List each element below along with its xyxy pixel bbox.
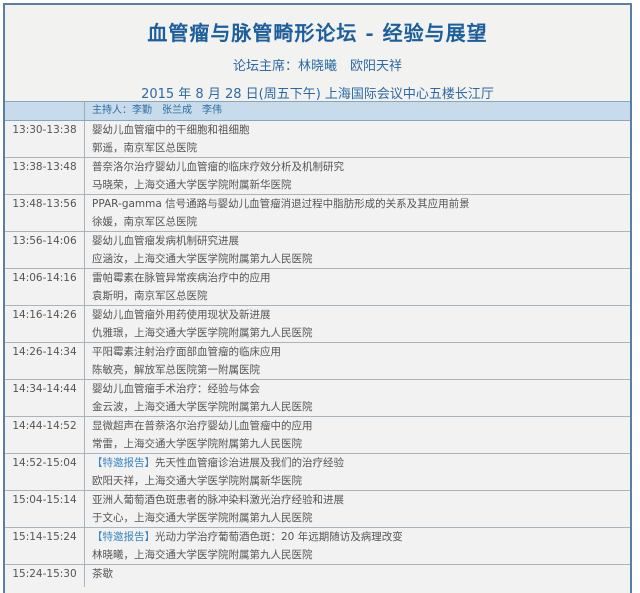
session-speaker: 林晓曦，上海交通大学医学院附属第九人民医院 xyxy=(92,549,313,561)
session-content: 婴幼儿血管瘤发病机制研究进展应涵汝，上海交通大学医学院附属第九人民医院 xyxy=(85,232,313,268)
session-row: 15:14-15:24 【特邀报告】光动力学治疗葡萄酒色斑：20 年远期随访及病理… xyxy=(5,528,630,565)
session-time: 14:34-14:44 xyxy=(5,380,85,416)
session-row: 13:30-13:38 婴幼儿血管瘤中的干细胞和祖细胞 郭遥，南京军区总医院 xyxy=(5,121,630,158)
session-content: 平阳霉素注射治疗面部血管瘤的临床应用 陈敏亮，解放军总医院第一附属医院 xyxy=(85,343,281,379)
session-title: 婴幼儿血管瘤中的干细胞和祖细胞 xyxy=(92,124,250,136)
session-title: 茶歇 xyxy=(92,568,113,580)
session-time: 15:24-15:30 xyxy=(5,565,85,587)
session-content: 茶歇 xyxy=(85,565,113,587)
session-content: 普奈洛尔治疗婴幼儿血管瘤的临床疗效分析及机制研究 马晓荣，上海交通大学医学院附属新… xyxy=(85,158,344,194)
session-row: 13:38-13:48 普奈洛尔治疗婴幼儿血管瘤的临床疗效分析及机制研究 马晓荣，上… xyxy=(5,158,630,195)
session-row: 13:48-13:56 PPAR-gamma 信号通路与婴幼儿血管瘤消退过程中脂肪… xyxy=(5,195,630,232)
session-row: 14:06-14:16 雷帕霉素在脉管异常疾病治疗中的应用 袁斯明，南京军区总医院 xyxy=(5,269,630,306)
session-time: 14:26-14:34 xyxy=(5,343,85,379)
session-speaker: 郭遥，南京军区总医院 xyxy=(92,142,197,154)
session-speaker: 欧阳天祥，上海交通大学医学院附属新华医院 xyxy=(92,475,302,487)
session-time: 15:14-15:24 xyxy=(5,528,85,564)
session-time: 15:04-15:14 xyxy=(5,491,85,527)
session-list: 13:30-13:38 婴幼儿血管瘤中的干细胞和祖细胞 郭遥，南京军区总医院 13:3… xyxy=(5,121,630,587)
session-title: 雷帕霉素在脉管异常疾病治疗中的应用 xyxy=(92,272,271,284)
session-content: 【特邀报告】光动力学治疗葡萄酒色斑：20 年远期随访及病理改变林晓曦，上海交通大… xyxy=(85,528,403,564)
invited-talk-tag: 【特邀报告】 xyxy=(92,531,155,543)
invited-talk-tag: 【特邀报告】 xyxy=(92,457,155,469)
session-content: 婴幼儿血管瘤外用药使用现状及新进展仇雅璟，上海交通大学医学院附属第九人民医院 xyxy=(85,306,313,342)
session-content: 婴幼儿血管瘤中的干细胞和祖细胞 郭遥，南京军区总医院 xyxy=(85,121,250,157)
session-title: 婴幼儿血管瘤发病机制研究进展 xyxy=(92,235,239,247)
session-time: 13:48-13:56 xyxy=(5,195,85,231)
session-content: 显微超声在普萘洛尔治疗婴幼儿血管瘤中的应用 常雷，上海交通大学医学院附属第九人民医… xyxy=(85,417,313,453)
session-time: 14:44-14:52 xyxy=(5,417,85,453)
session-speaker: 仇雅璟，上海交通大学医学院附属第九人民医院 xyxy=(92,327,313,339)
session-row: 14:44-14:52 显微超声在普萘洛尔治疗婴幼儿血管瘤中的应用 常雷，上海交通大… xyxy=(5,417,630,454)
session-content: 婴幼儿血管瘤手术治疗：经验与体会金云波，上海交通大学医学院附属第九人民医院 xyxy=(85,380,313,416)
session-time: 13:56-14:06 xyxy=(5,232,85,268)
program-table: 血管瘤与脉管畸形论坛 - 经验与展望 论坛主席：林晓曦 欧阳天祥 2015 年 … xyxy=(3,3,632,593)
session-content: 雷帕霉素在脉管异常疾病治疗中的应用 袁斯明，南京军区总医院 xyxy=(85,269,271,305)
session-speaker: 袁斯明，南京军区总医院 xyxy=(92,290,208,302)
session-title: 先天性血管瘤诊治进展及我们的治疗经验 xyxy=(155,457,344,469)
session-row: 13:56-14:06 婴幼儿血管瘤发病机制研究进展 应涵汝，上海交通大学医学院附属… xyxy=(5,232,630,269)
session-time: 14:16-14:26 xyxy=(5,306,85,342)
session-content: PPAR-gamma 信号通路与婴幼儿血管瘤消退过程中脂肪形成的关系及其应用前景… xyxy=(85,195,470,231)
session-time: 13:30-13:38 xyxy=(5,121,85,157)
session-speaker: 徐媛，南京军区总医院 xyxy=(92,216,197,228)
session-title: 光动力学治疗葡萄酒色斑：20 年远期随访及病理改变 xyxy=(155,531,403,543)
session-row: 14:16-14:26 婴幼儿血管瘤外用药使用现状及新进展 仇雅璟，上海交通大学医学… xyxy=(5,306,630,343)
moderators: 主持人：李勤 张兰成 李伟 xyxy=(92,105,222,116)
moderator-row: 主持人：李勤 张兰成 李伟 xyxy=(5,101,630,121)
session-content: 亚洲人葡萄酒色斑患者的脉冲染料激光治疗经验和进展 于文心，上海交通大学医学院附属第… xyxy=(85,491,344,527)
session-title: 平阳霉素注射治疗面部血管瘤的临床应用 xyxy=(92,346,281,358)
session-time: 14:06-14:16 xyxy=(5,269,85,305)
session-title: 婴幼儿血管瘤外用药使用现状及新进展 xyxy=(92,309,271,321)
forum-chairs: 论坛主席：林晓曦 欧阳天祥 xyxy=(232,59,402,74)
session-speaker: 陈敏亮，解放军总医院第一附属医院 xyxy=(92,364,260,376)
session-title: 婴幼儿血管瘤手术治疗：经验与体会 xyxy=(92,383,260,395)
session-title: PPAR-gamma 信号通路与婴幼儿血管瘤消退过程中脂肪形成的关系及其应用前景 xyxy=(92,198,470,210)
session-row: 14:34-14:44 婴幼儿血管瘤手术治疗：经验与体会 金云波，上海交通大学医学院… xyxy=(5,380,630,417)
session-title: 普奈洛尔治疗婴幼儿血管瘤的临床疗效分析及机制研究 xyxy=(92,161,344,173)
session-row: 15:04-15:14 亚洲人葡萄酒色斑患者的脉冲染料激光治疗经验和进展 于文心，上… xyxy=(5,491,630,528)
session-speaker: 应涵汝，上海交通大学医学院附属第九人民医院 xyxy=(92,253,313,265)
session-title: 亚洲人葡萄酒色斑患者的脉冲染料激光治疗经验和进展 xyxy=(92,494,344,506)
session-row: 15:24-15:30 茶歇 xyxy=(5,565,630,587)
session-speaker: 常雷，上海交通大学医学院附属第九人民医院 xyxy=(92,438,302,450)
program-header: 血管瘤与脉管畸形论坛 - 经验与展望 论坛主席：林晓曦 欧阳天祥 2015 年 … xyxy=(5,5,630,102)
session-title: 显微超声在普萘洛尔治疗婴幼儿血管瘤中的应用 xyxy=(92,420,313,432)
session-speaker: 马晓荣，上海交通大学医学院附属新华医院 xyxy=(92,179,292,191)
session-row: 14:52-15:04 【特邀报告】先天性血管瘤诊治进展及我们的治疗经验 欧阳天祥，… xyxy=(5,454,630,491)
session-speaker: 于文心，上海交通大学医学院附属第九人民医院 xyxy=(92,512,313,524)
date-venue: 2015 年 8 月 28 日(周五下午) 上海国际会议中心五楼长江厅 xyxy=(141,87,494,102)
session-row: 14:26-14:34 平阳霉素注射治疗面部血管瘤的临床应用 陈敏亮，解放军总医院第… xyxy=(5,343,630,380)
session-content: 【特邀报告】先天性血管瘤诊治进展及我们的治疗经验欧阳天祥，上海交通大学医学院附属… xyxy=(85,454,344,490)
forum-title: 血管瘤与脉管畸形论坛 - 经验与展望 xyxy=(147,21,488,45)
session-time: 13:38-13:48 xyxy=(5,158,85,194)
session-speaker: 金云波，上海交通大学医学院附属第九人民医院 xyxy=(92,401,313,413)
session-time: 14:52-15:04 xyxy=(5,454,85,490)
